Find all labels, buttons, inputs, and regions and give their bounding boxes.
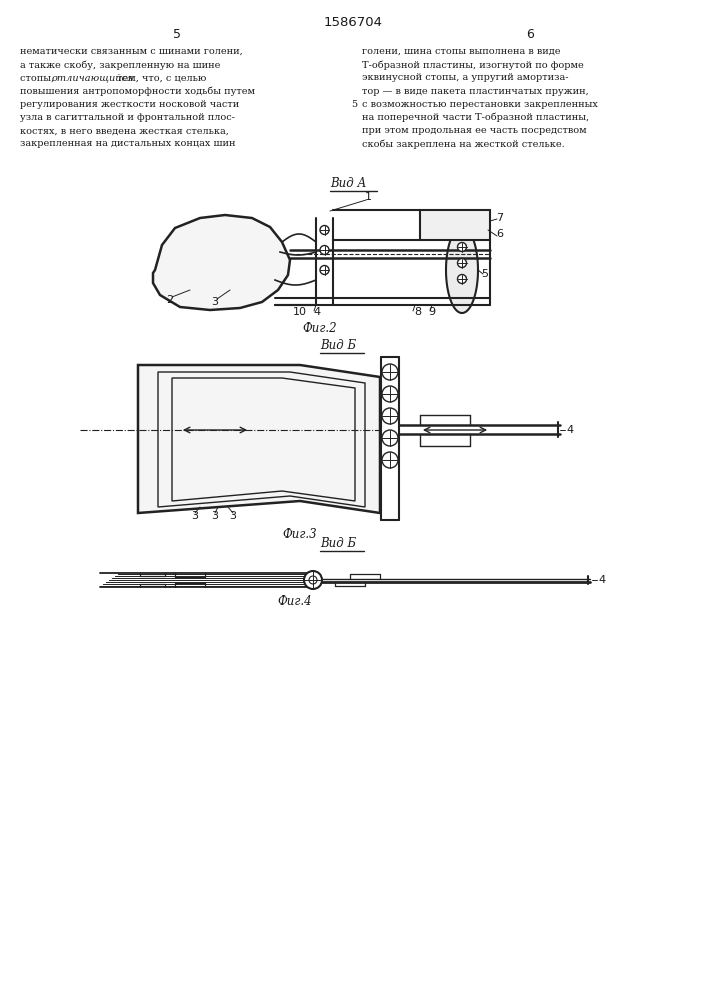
Text: 3: 3 — [230, 511, 237, 521]
Text: повышения антропоморфности ходьбы путем: повышения антропоморфности ходьбы путем — [20, 87, 255, 96]
Circle shape — [382, 386, 398, 402]
Text: 5: 5 — [173, 27, 181, 40]
Polygon shape — [420, 210, 490, 240]
Text: Вид А: Вид А — [330, 177, 366, 190]
Circle shape — [457, 242, 467, 251]
Text: а также скобу, закрепленную на шине: а также скобу, закрепленную на шине — [20, 60, 221, 70]
Text: 4: 4 — [598, 575, 606, 585]
Text: регулирования жесткости носковой части: регулирования жесткости носковой части — [20, 100, 239, 109]
Text: голени, шина стопы выполнена в виде: голени, шина стопы выполнена в виде — [362, 47, 561, 56]
Text: 4: 4 — [566, 425, 573, 435]
Circle shape — [320, 226, 329, 234]
Text: Фиг.2: Фиг.2 — [303, 322, 337, 335]
Text: 6: 6 — [526, 27, 534, 40]
Circle shape — [309, 576, 317, 584]
Text: эквинусной стопы, а упругий амортиза-: эквинусной стопы, а упругий амортиза- — [362, 73, 568, 82]
Text: стопы,: стопы, — [20, 73, 57, 82]
Polygon shape — [446, 227, 478, 313]
Text: закрепленная на дистальных концах шин: закрепленная на дистальных концах шин — [20, 139, 235, 148]
Polygon shape — [138, 365, 380, 513]
Text: Фиг.4: Фиг.4 — [278, 595, 312, 608]
Text: на поперечной части Т-образной пластины,: на поперечной части Т-образной пластины, — [362, 113, 589, 122]
Text: 1: 1 — [365, 192, 371, 202]
Text: 3: 3 — [211, 297, 218, 307]
Text: 5: 5 — [481, 269, 489, 279]
Circle shape — [320, 245, 329, 254]
Circle shape — [320, 265, 329, 274]
Text: 3: 3 — [192, 511, 199, 521]
Text: 8: 8 — [414, 307, 421, 317]
Text: 2: 2 — [166, 295, 173, 305]
Text: узла в сагиттальной и фронтальной плос-: узла в сагиттальной и фронтальной плос- — [20, 113, 235, 122]
Circle shape — [382, 364, 398, 380]
Text: отличающийся: отличающийся — [52, 73, 134, 82]
Text: тем, что, с целью: тем, что, с целью — [114, 73, 206, 82]
Text: костях, в него введена жесткая стелька,: костях, в него введена жесткая стелька, — [20, 126, 229, 135]
Circle shape — [382, 408, 398, 424]
Polygon shape — [153, 215, 290, 310]
Text: 4: 4 — [313, 307, 320, 317]
Text: Т-образной пластины, изогнутой по форме: Т-образной пластины, изогнутой по форме — [362, 60, 584, 70]
Circle shape — [457, 274, 467, 284]
Text: 5: 5 — [351, 100, 357, 109]
Text: Вид Б: Вид Б — [320, 537, 356, 550]
Circle shape — [382, 430, 398, 446]
Circle shape — [382, 452, 398, 468]
Text: при этом продольная ее часть посредством: при этом продольная ее часть посредством — [362, 126, 587, 135]
Text: 3: 3 — [211, 511, 218, 521]
Text: Вид Б: Вид Б — [320, 339, 356, 352]
Text: 6: 6 — [496, 229, 503, 239]
Text: скобы закреплена на жесткой стельке.: скобы закреплена на жесткой стельке. — [362, 139, 565, 149]
Text: Фиг.3: Фиг.3 — [283, 528, 317, 541]
Text: 1586704: 1586704 — [324, 15, 382, 28]
Text: нематически связанным с шинами голени,: нематически связанным с шинами голени, — [20, 47, 243, 56]
Text: 9: 9 — [428, 307, 436, 317]
Circle shape — [457, 258, 467, 267]
Text: 10: 10 — [293, 307, 307, 317]
Text: тор — в виде пакета пластинчатых пружин,: тор — в виде пакета пластинчатых пружин, — [362, 87, 589, 96]
Text: 7: 7 — [496, 213, 503, 223]
Text: с возможностью перестановки закрепленных: с возможностью перестановки закрепленных — [362, 100, 598, 109]
Circle shape — [304, 571, 322, 589]
